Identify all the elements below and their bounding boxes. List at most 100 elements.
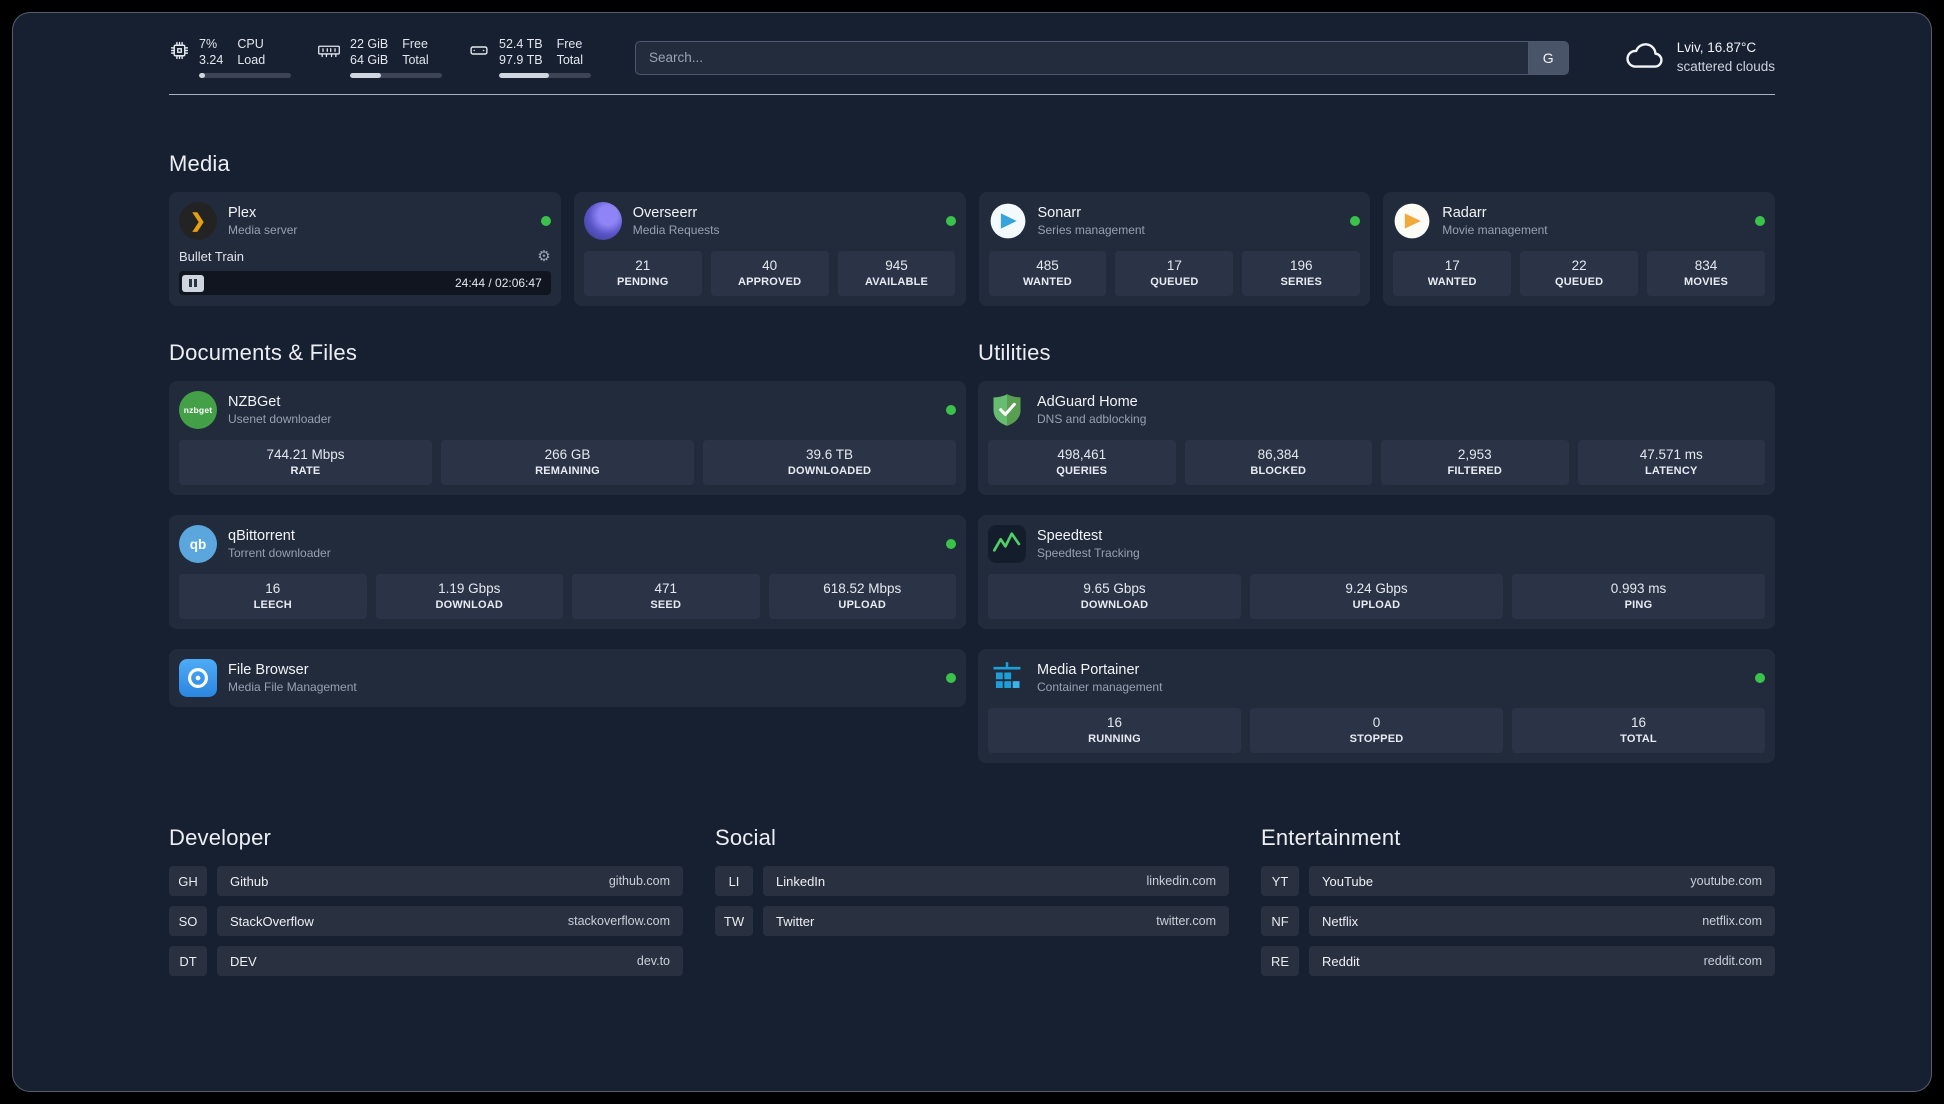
bookmark-link-dev[interactable]: DEV dev.to <box>217 946 683 977</box>
player-progress-bar[interactable]: 24:44 / 02:06:47 <box>179 271 551 296</box>
pause-button[interactable] <box>182 274 204 292</box>
stat-label: DOWNLOAD <box>1080 599 1149 612</box>
app-card-adguard[interactable]: AdGuard Home DNS and adblocking 498,461 … <box>978 381 1775 496</box>
bookmark-abbr[interactable]: YT <box>1261 866 1299 897</box>
disk-label-top: Free <box>556 37 583 51</box>
bookmark-link-github[interactable]: Github github.com <box>217 866 683 897</box>
app-card-speedtest[interactable]: Speedtest Speedtest Tracking 9.65 Gbps D… <box>978 515 1775 630</box>
stat-value: 0.993 ms <box>1610 581 1667 597</box>
nzbget-icon: nzbget <box>179 391 217 430</box>
app-meta: qBittorrent Torrent downloader <box>228 527 331 561</box>
section-title-utilities: Utilities <box>978 340 1051 366</box>
app-subtitle: Usenet downloader <box>228 411 332 426</box>
bookmark-abbr[interactable]: LI <box>715 866 753 897</box>
weather-condition: scattered clouds <box>1676 58 1775 74</box>
app-meta: NZBGet Usenet downloader <box>228 393 331 427</box>
bookmark-name: Reddit <box>1322 953 1360 969</box>
cpu-label-bottom: Load <box>237 52 266 67</box>
app-subtitle: Movie management <box>1442 222 1548 237</box>
qbittorrent-icon: qb <box>179 525 217 564</box>
stat-label: LEECH <box>253 599 292 612</box>
bookmark-link-stackoverflow[interactable]: StackOverflow stackoverflow.com <box>217 906 683 937</box>
stat-value: 16 <box>265 581 281 597</box>
bookmark-link-netflix[interactable]: Netflix netflix.com <box>1309 906 1775 937</box>
bookmark-abbr[interactable]: DT <box>169 946 207 977</box>
stat-tile: 40 APPROVED <box>710 251 829 297</box>
cpu-progress-track <box>199 73 291 79</box>
player-time: 24:44 / 02:06:47 <box>455 276 542 291</box>
stat-label: DOWNLOAD <box>435 599 504 612</box>
bookmark-link-linkedin[interactable]: LinkedIn linkedin.com <box>763 866 1229 897</box>
section-title-social: Social <box>715 825 777 851</box>
stat-label: WANTED <box>1427 276 1477 289</box>
bookmark-link-youtube[interactable]: YouTube youtube.com <box>1309 866 1775 897</box>
disk-total-value: 97.9 TB <box>499 52 543 67</box>
stat-value: 471 <box>654 581 678 597</box>
stat-label: QUEUED <box>1554 276 1604 289</box>
topbar-divider <box>169 94 1775 96</box>
bookmark-url: github.com <box>608 874 670 889</box>
app-card-sonarr[interactable]: Sonarr Series management 485 WANTED 17 Q… <box>978 192 1371 307</box>
bookmark-name: DEV <box>230 953 257 969</box>
gear-icon[interactable]: ⚙ <box>537 248 551 266</box>
system-metrics: 7% 3.24 CPU Load <box>169 37 591 79</box>
stat-value: 9.24 Gbps <box>1345 581 1408 597</box>
bookmark-row: DT DEV dev.to <box>169 946 683 977</box>
stats-row: 16 LEECH 1.19 Gbps DOWNLOAD 471 SEED 6 <box>179 574 956 620</box>
filebrowser-icon <box>179 659 217 698</box>
bookmark-name: YouTube <box>1322 873 1374 889</box>
bookmark-link-reddit[interactable]: Reddit reddit.com <box>1309 946 1775 977</box>
stat-label: SEED <box>650 599 682 612</box>
stat-value: 945 <box>885 258 908 274</box>
app-card-overseerr[interactable]: Overseerr Media Requests 21 PENDING 40 A… <box>573 192 966 307</box>
stat-tile: 945 AVAILABLE <box>837 251 956 297</box>
app-subtitle: DNS and adblocking <box>1037 411 1147 426</box>
bookmark-link-twitter[interactable]: Twitter twitter.com <box>763 906 1229 937</box>
app-meta: Radarr Movie management <box>1442 204 1547 238</box>
stat-tile: 39.6 TB DOWNLOADED <box>703 440 956 486</box>
bookmark-abbr[interactable]: RE <box>1261 946 1299 977</box>
search-engine-button[interactable]: G <box>1527 41 1568 74</box>
app-subtitle: Container management <box>1037 679 1163 694</box>
app-meta: Sonarr Series management <box>1038 204 1145 238</box>
stat-tile: 9.65 Gbps DOWNLOAD <box>988 574 1241 620</box>
app-card-qbittorrent[interactable]: qb qBittorrent Torrent downloader 16 LEE… <box>169 515 966 630</box>
stat-value: 9.65 Gbps <box>1083 581 1146 597</box>
card-header: File Browser Media File Management <box>179 659 956 698</box>
stat-tile: 47.571 ms LATENCY <box>1577 440 1765 486</box>
stat-tile: 86,384 BLOCKED <box>1184 440 1372 486</box>
app-name: Speedtest <box>1037 528 1103 545</box>
bookmark-url: youtube.com <box>1690 874 1762 889</box>
section-developer: Developer GH Github github.com SO StackO… <box>169 825 683 986</box>
bookmark-abbr[interactable]: TW <box>715 906 753 937</box>
stat-label: UPLOAD <box>838 599 887 612</box>
section-media: Media ❯ Plex Media server Bullet Train ⚙ <box>169 151 1775 307</box>
bookmark-url: reddit.com <box>1703 954 1762 969</box>
search-input[interactable] <box>636 41 1528 74</box>
stat-tile: 498,461 QUERIES <box>988 440 1176 486</box>
app-card-radarr[interactable]: Radarr Movie management 17 WANTED 22 QUE… <box>1383 192 1775 307</box>
app-card-plex[interactable]: ❯ Plex Media server Bullet Train ⚙ 24:44… <box>169 192 561 307</box>
app-card-filebrowser[interactable]: File Browser Media File Management <box>169 649 966 708</box>
radarr-icon <box>1393 202 1431 240</box>
stats-row: 16 RUNNING 0 STOPPED 16 TOTAL <box>988 708 1765 754</box>
stat-value: 834 <box>1694 258 1718 274</box>
stat-label: BLOCKED <box>1250 465 1307 478</box>
app-card-nzbget[interactable]: nzbget NZBGet Usenet downloader 744.21 M… <box>169 381 966 496</box>
app-name: NZBGet <box>228 394 281 411</box>
app-name: AdGuard Home <box>1037 394 1138 411</box>
bookmark-name: StackOverflow <box>230 913 314 929</box>
section-documents: Documents & Files nzbget NZBGet Usenet d… <box>169 340 966 708</box>
app-card-portainer[interactable]: Media Portainer Container management 16 … <box>978 649 1775 764</box>
bookmark-abbr[interactable]: NF <box>1261 906 1299 937</box>
bookmark-abbr[interactable]: SO <box>169 906 207 937</box>
cpu-label-top: CPU <box>237 37 264 51</box>
overseerr-icon <box>583 202 622 241</box>
app-meta: Media Portainer Container management <box>1037 661 1162 695</box>
stat-label: SERIES <box>1280 276 1323 289</box>
bookmark-abbr[interactable]: GH <box>169 866 207 897</box>
ram-free-value: 22 GiB <box>350 37 389 51</box>
stat-value: 196 <box>1290 258 1313 274</box>
bookmark-row: LI LinkedIn linkedin.com <box>715 866 1229 897</box>
stat-value: 2,953 <box>1457 447 1492 463</box>
